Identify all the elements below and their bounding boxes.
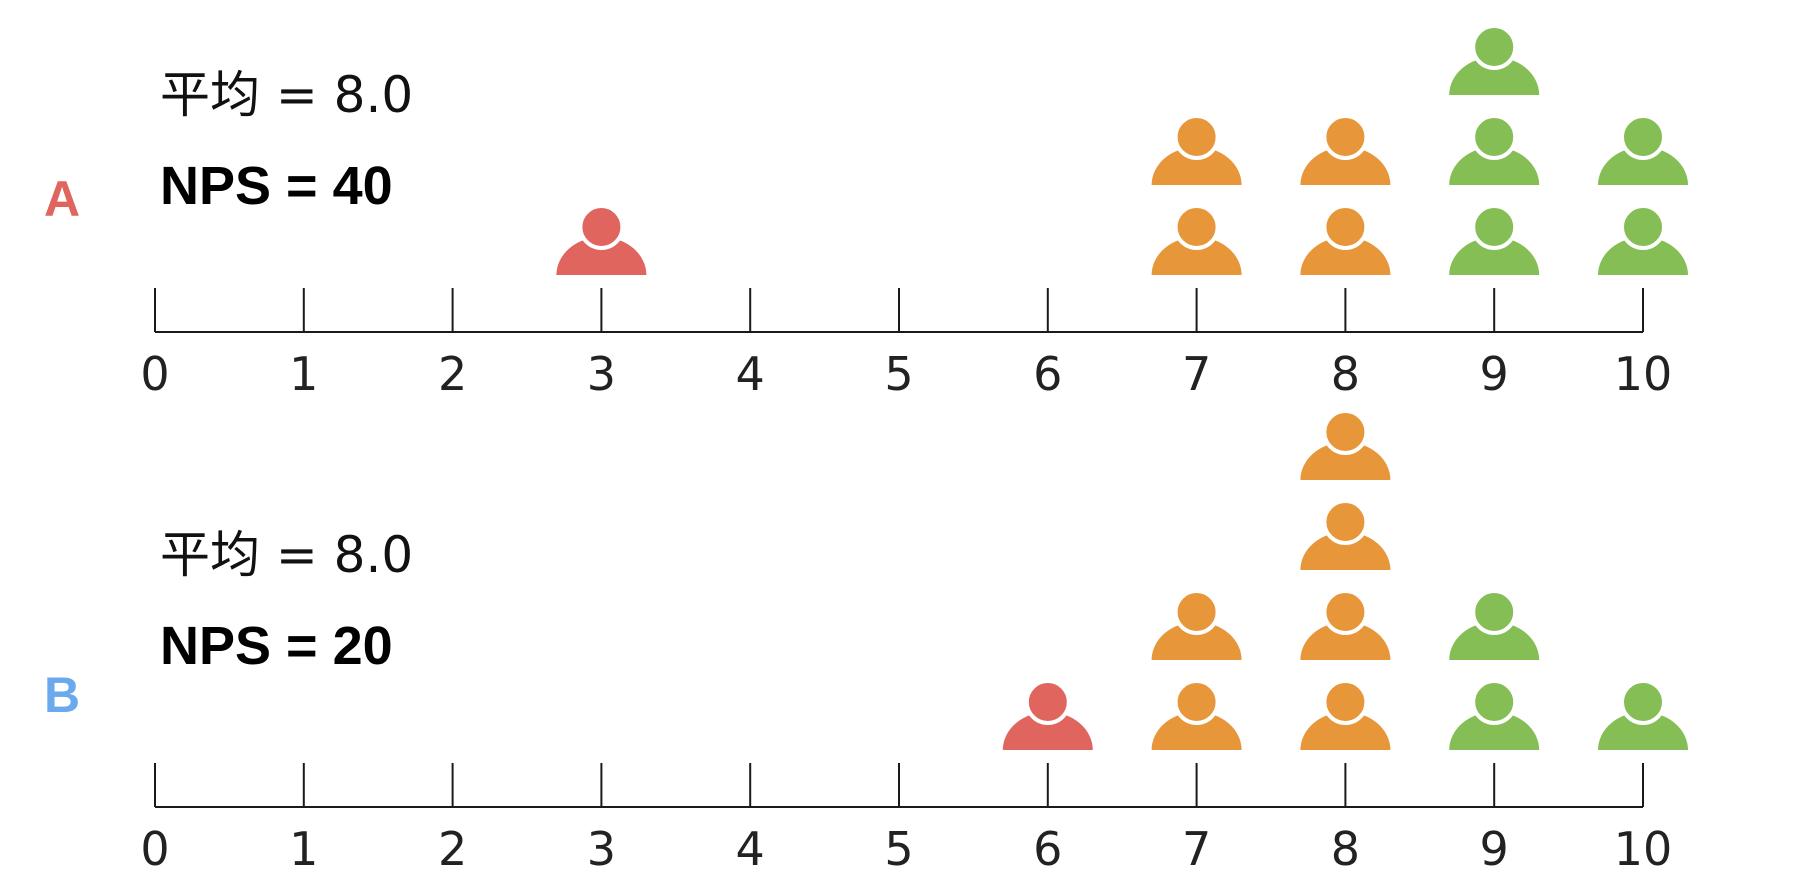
tick-label-b-7: 7: [1182, 822, 1211, 876]
tick-label-a-4: 4: [736, 347, 765, 401]
tick-label-a-7: 7: [1182, 347, 1211, 401]
tick-label-b-1: 1: [289, 822, 318, 876]
group-label-b: B: [44, 667, 80, 723]
tick-label-b-2: 2: [438, 822, 467, 876]
person-icon-a-8-1: [1300, 204, 1391, 275]
tick-label-b-8: 8: [1331, 822, 1360, 876]
person-icon-a-8-2: [1300, 114, 1391, 185]
tick-label-a-10: 10: [1614, 347, 1673, 401]
person-icon-b-8-4: [1300, 409, 1391, 480]
person-icon-b-7-1: [1151, 679, 1242, 750]
tick-label-b-3: 3: [587, 822, 616, 876]
tick-label-b-10: 10: [1614, 822, 1673, 876]
tick-label-a-8: 8: [1331, 347, 1360, 401]
person-icon-a-10-2: [1598, 114, 1688, 185]
tick-label-b-6: 6: [1033, 822, 1062, 876]
tick-label-a-9: 9: [1480, 347, 1509, 401]
person-icon-b-9-1: [1449, 679, 1540, 750]
person-icon-b-8-2: [1300, 589, 1391, 660]
respondent-marks-b: [1002, 409, 1688, 750]
tick-label-a-1: 1: [289, 347, 318, 401]
panel-a: A 平均 = 8.0 NPS = 40 0 1 2 3 4 5 6 7 8 9 10: [44, 24, 1688, 401]
tick-label-b-0: 0: [140, 822, 169, 876]
person-icon-a-9-1: [1449, 204, 1540, 275]
x-axis-b: 0 1 2 3 4 5 6 7 8 9 10: [140, 763, 1672, 876]
panel-b: B 平均 = 8.0 NPS = 20 0 1 2 3 4 5 6 7 8 9 10: [44, 409, 1688, 876]
mean-label-a: 平均 = 8.0: [160, 66, 413, 124]
nps-label-a: NPS = 40: [160, 156, 393, 216]
tick-label-a-5: 5: [884, 347, 913, 401]
tick-label-a-6: 6: [1033, 347, 1062, 401]
person-icon-a-7-2: [1151, 114, 1242, 185]
tick-label-b-9: 9: [1480, 822, 1509, 876]
person-icon-b-7-2: [1151, 589, 1242, 660]
person-icon-b-10-1: [1598, 679, 1688, 750]
person-icon-a-7-1: [1151, 204, 1242, 275]
tick-label-a-2: 2: [438, 347, 467, 401]
tick-label-b-5: 5: [884, 822, 913, 876]
tick-label-a-3: 3: [587, 347, 616, 401]
person-icon-a-9-2: [1449, 114, 1540, 185]
person-icon-b-6-1: [1002, 679, 1093, 750]
x-axis-a: 0 1 2 3 4 5 6 7 8 9 10: [140, 288, 1672, 401]
respondent-marks-a: [556, 24, 1688, 275]
person-icon-a-3-1: [556, 204, 647, 275]
tick-label-a-0: 0: [140, 347, 169, 401]
person-icon-b-9-2: [1449, 589, 1540, 660]
nps-label-b: NPS = 20: [160, 616, 393, 676]
person-icon-b-8-1: [1300, 679, 1391, 750]
tick-label-b-4: 4: [736, 822, 765, 876]
group-label-a: A: [44, 171, 80, 227]
person-icon-a-10-1: [1598, 204, 1688, 275]
person-icon-b-8-3: [1300, 499, 1391, 570]
person-icon-a-9-3: [1449, 24, 1540, 95]
mean-label-b: 平均 = 8.0: [160, 526, 413, 584]
